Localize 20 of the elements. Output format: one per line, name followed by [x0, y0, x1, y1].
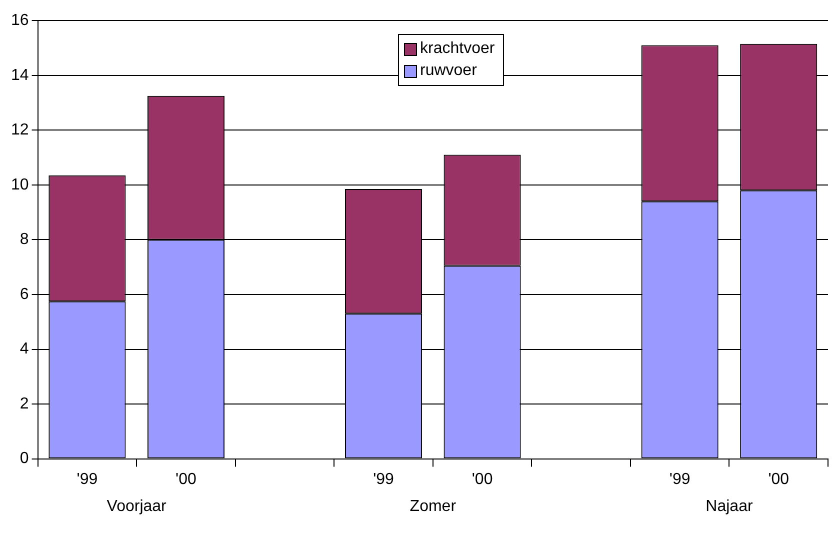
x-tick-label: '00	[176, 470, 196, 488]
x-tick-label: '99	[373, 470, 394, 488]
x-tick-label: '00	[768, 470, 790, 488]
text: Zomer	[410, 498, 457, 516]
legend-label: krachtvoer	[420, 39, 495, 59]
y-tick-label: 14	[11, 66, 29, 84]
y-tick-label: 2	[20, 395, 29, 412]
legend-label: ruwvoer	[420, 61, 477, 81]
y-tick-label: 12	[11, 122, 29, 139]
y-tick-label: 0	[20, 450, 29, 468]
y-tick-label: 8	[20, 231, 29, 248]
y-tick-label: 10	[11, 176, 29, 194]
x-tick-label: '99	[669, 470, 690, 488]
y-tick-label: 6	[20, 286, 29, 303]
y-tick-label: 16	[11, 12, 29, 30]
y-tick-label: 4	[20, 340, 29, 358]
text: Voorjaar	[106, 498, 168, 516]
x-tick-label: '99	[76, 470, 98, 488]
text: Najaar	[706, 498, 754, 516]
x-tick-label: '00	[472, 470, 493, 488]
